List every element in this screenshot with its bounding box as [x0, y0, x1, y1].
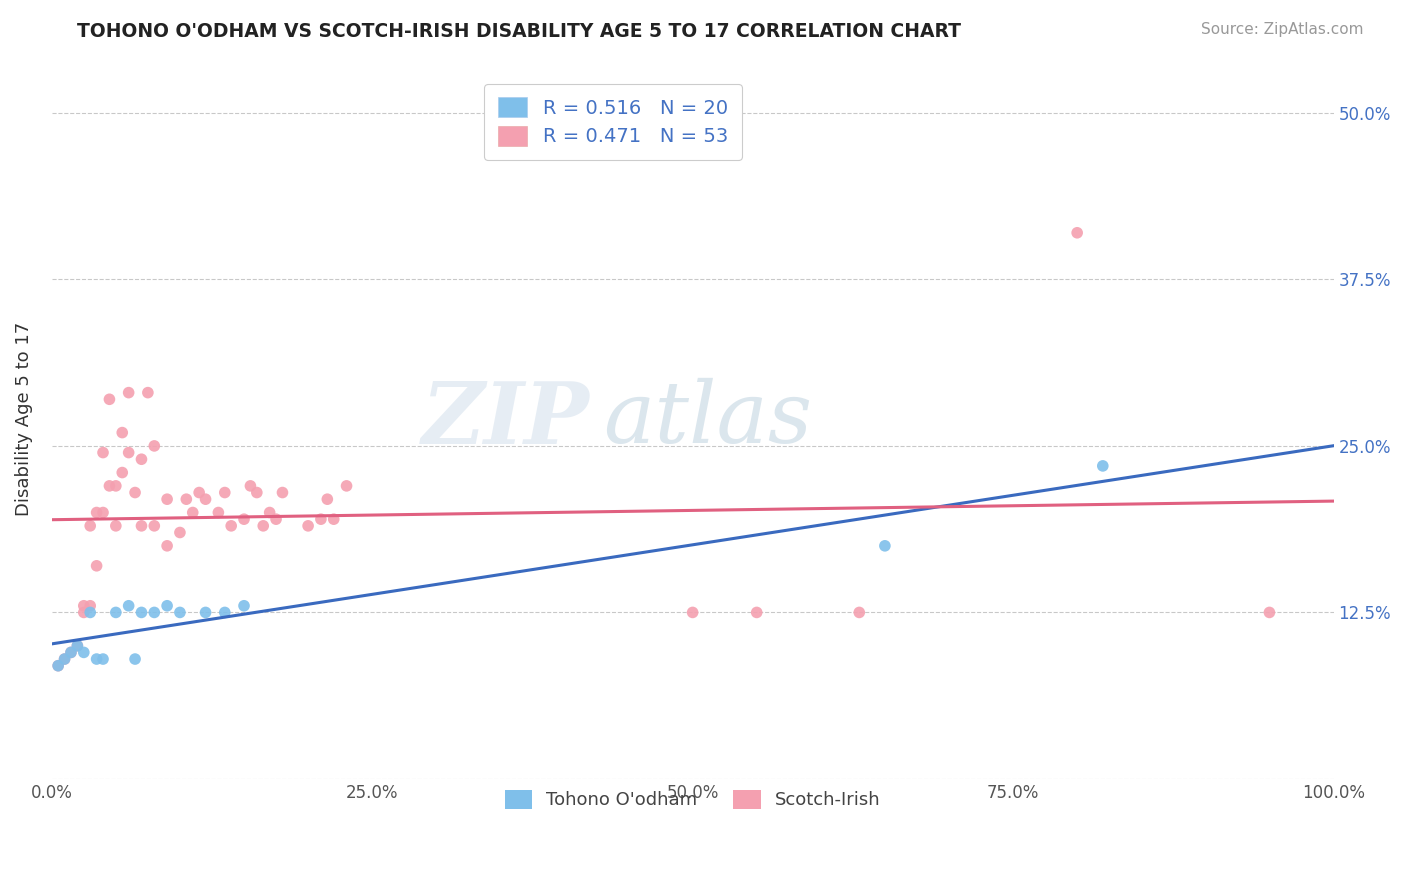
Point	[124, 652, 146, 666]
Point	[143, 606, 166, 620]
Point	[156, 599, 179, 613]
Point	[73, 606, 96, 620]
Point	[86, 506, 108, 520]
Point	[53, 652, 76, 666]
Point	[91, 506, 114, 520]
Point	[233, 599, 256, 613]
Text: ZIP: ZIP	[422, 377, 591, 461]
Point	[252, 519, 274, 533]
Point	[53, 652, 76, 666]
Point	[233, 512, 256, 526]
Point	[271, 485, 294, 500]
Legend: Tohono O'odham, Scotch-Irish: Tohono O'odham, Scotch-Irish	[498, 783, 887, 817]
Point	[207, 506, 229, 520]
Point	[682, 606, 704, 620]
Text: atlas: atlas	[603, 378, 813, 460]
Point	[104, 479, 127, 493]
Point	[745, 606, 768, 620]
Point	[104, 519, 127, 533]
Point	[848, 606, 870, 620]
Point	[156, 492, 179, 507]
Point	[194, 492, 217, 507]
Point	[246, 485, 269, 500]
Point	[259, 506, 281, 520]
Point	[131, 519, 153, 533]
Point	[219, 519, 242, 533]
Point	[111, 425, 134, 440]
Point	[86, 558, 108, 573]
Point	[98, 479, 121, 493]
Point	[91, 445, 114, 459]
Point	[239, 479, 262, 493]
Point	[59, 645, 82, 659]
Point	[136, 385, 159, 400]
Point	[124, 485, 146, 500]
Point	[79, 519, 101, 533]
Point	[264, 512, 287, 526]
Point	[118, 599, 141, 613]
Point	[1258, 606, 1281, 620]
Point	[131, 452, 153, 467]
Point	[131, 606, 153, 620]
Point	[46, 658, 69, 673]
Point	[181, 506, 204, 520]
Text: TOHONO O'ODHAM VS SCOTCH-IRISH DISABILITY AGE 5 TO 17 CORRELATION CHART: TOHONO O'ODHAM VS SCOTCH-IRISH DISABILIT…	[77, 22, 962, 41]
Point	[873, 539, 896, 553]
Point	[86, 652, 108, 666]
Point	[322, 512, 344, 526]
Point	[335, 479, 357, 493]
Point	[143, 519, 166, 533]
Point	[143, 439, 166, 453]
Point	[118, 445, 141, 459]
Point	[316, 492, 339, 507]
Point	[79, 606, 101, 620]
Point	[176, 492, 198, 507]
Point	[169, 525, 191, 540]
Point	[66, 639, 89, 653]
Point	[73, 599, 96, 613]
Point	[66, 639, 89, 653]
Point	[214, 606, 236, 620]
Point	[297, 519, 319, 533]
Point	[59, 645, 82, 659]
Point	[156, 539, 179, 553]
Point	[46, 658, 69, 673]
Point	[118, 385, 141, 400]
Point	[188, 485, 211, 500]
Point	[1091, 458, 1114, 473]
Point	[169, 606, 191, 620]
Point	[194, 606, 217, 620]
Point	[104, 606, 127, 620]
Point	[91, 652, 114, 666]
Point	[214, 485, 236, 500]
Point	[111, 466, 134, 480]
Point	[73, 645, 96, 659]
Text: Source: ZipAtlas.com: Source: ZipAtlas.com	[1201, 22, 1364, 37]
Point	[1066, 226, 1088, 240]
Point	[79, 599, 101, 613]
Point	[98, 392, 121, 407]
Point	[309, 512, 332, 526]
Y-axis label: Disability Age 5 to 17: Disability Age 5 to 17	[15, 322, 32, 516]
